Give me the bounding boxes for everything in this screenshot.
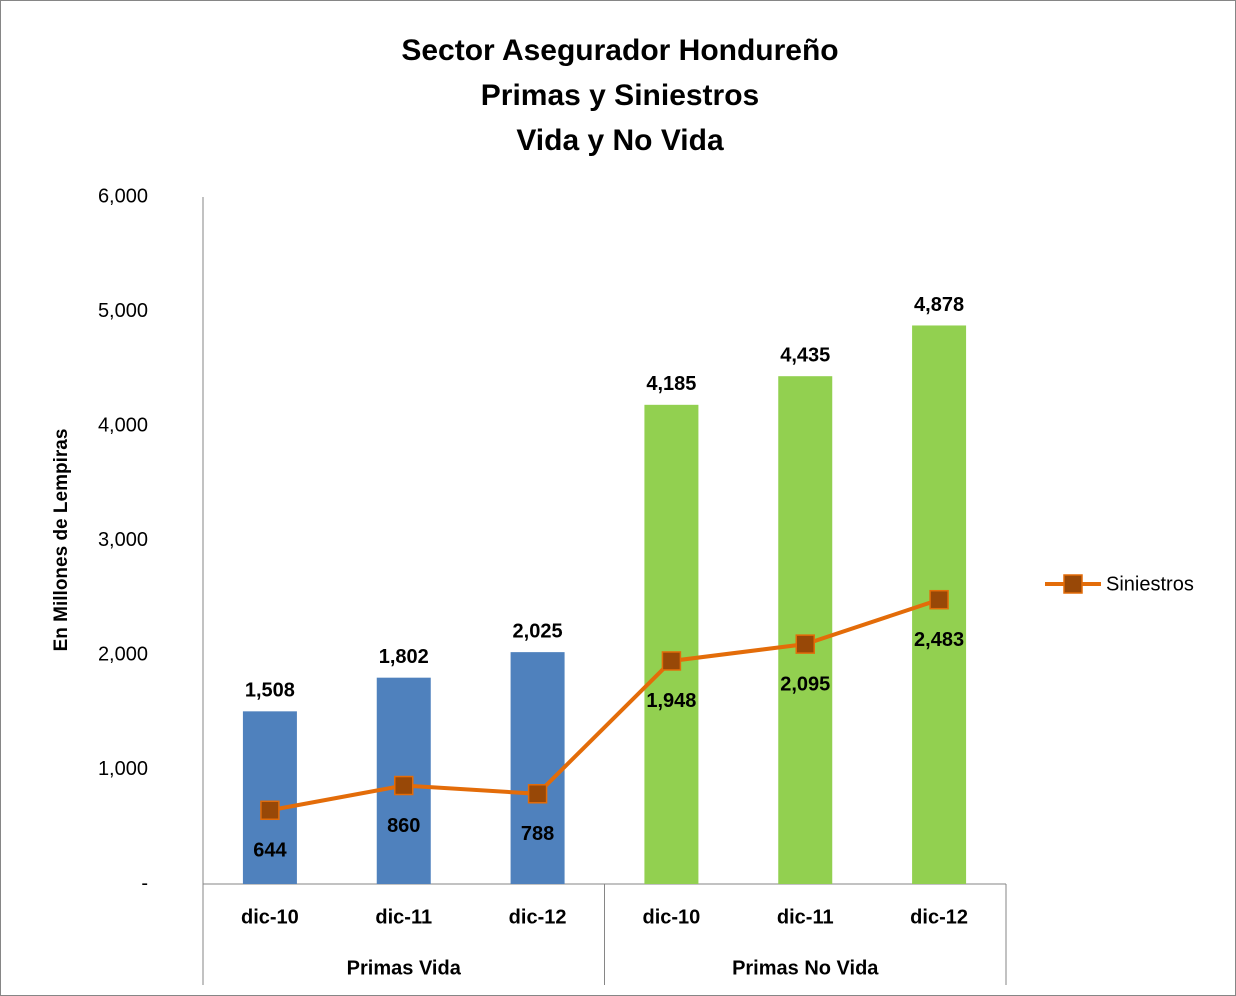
bar <box>510 652 565 884</box>
x-tick-label: dic-10 <box>643 906 701 928</box>
x-tick-label: dic-10 <box>241 906 299 928</box>
y-axis-label: En Millones de Lempiras <box>51 429 72 652</box>
data-label: 2,483 <box>914 629 964 651</box>
data-label: 4,435 <box>780 344 830 366</box>
x-tick-label: dic-11 <box>777 906 834 928</box>
data-label: 788 <box>521 823 554 845</box>
marker <box>661 651 682 671</box>
data-label: 644 <box>253 840 287 862</box>
chart-title: Vida y No Vida <box>516 124 724 157</box>
data-label: 1,802 <box>379 646 429 668</box>
marker <box>929 589 949 610</box>
group-label: Primas No Vida <box>732 957 879 979</box>
data-label: 4,878 <box>914 294 964 316</box>
marker <box>394 775 414 796</box>
y-tick-label: 4,000 <box>98 414 148 436</box>
marker <box>260 800 280 821</box>
legend-label: Siniestros <box>1106 573 1194 595</box>
chart-title: Sector Asegurador Hondureño <box>401 34 838 67</box>
y-tick-label: 6,000 <box>98 185 148 207</box>
y-tick-label: 2,000 <box>98 643 148 665</box>
legend-marker <box>1063 574 1083 594</box>
y-tick-label: 5,000 <box>98 300 148 322</box>
x-tick-label: dic-12 <box>910 906 968 928</box>
line <box>269 597 940 813</box>
y-tick-label: 1,000 <box>98 758 148 780</box>
data-label: 2,025 <box>513 620 563 642</box>
data-label: 2,095 <box>780 673 830 695</box>
data-label: 860 <box>387 815 420 837</box>
bar <box>644 404 699 884</box>
x-tick-label: dic-12 <box>509 906 567 928</box>
data-label: 1,948 <box>646 690 696 712</box>
chart-title: Primas y Siniestros <box>481 79 759 112</box>
y-tick-label: 3,000 <box>98 529 148 551</box>
bar <box>778 376 833 884</box>
y-tick-label: - <box>141 872 148 894</box>
bar <box>242 711 297 884</box>
data-label: 1,508 <box>245 680 295 702</box>
marker <box>795 634 815 654</box>
group-label: Primas Vida <box>347 957 462 979</box>
x-tick-label: dic-11 <box>375 906 432 928</box>
marker <box>527 784 548 804</box>
data-label: 4,185 <box>646 373 696 395</box>
